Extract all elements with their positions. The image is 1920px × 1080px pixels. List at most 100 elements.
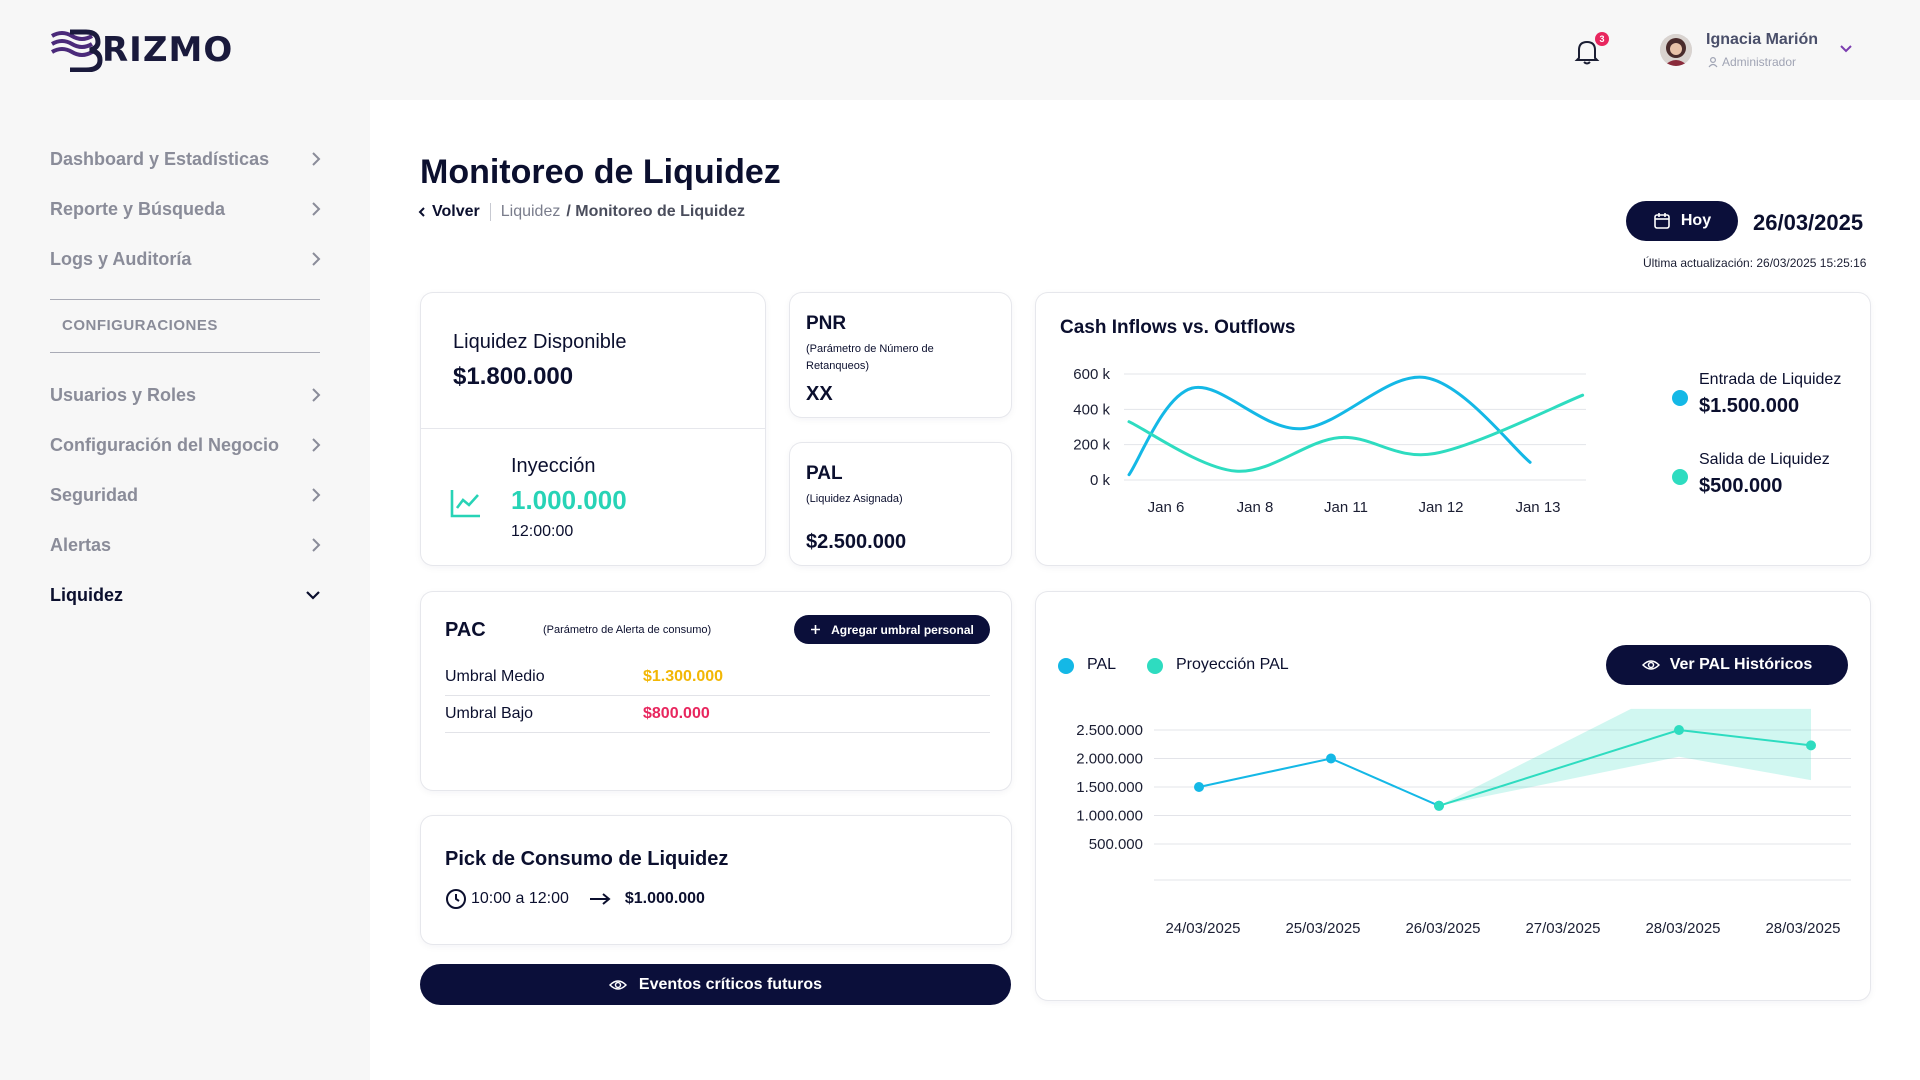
sidebar-item-label: Seguridad — [50, 484, 139, 505]
series-line — [1198, 757, 1440, 807]
y-tick-label: 400 k — [1073, 401, 1110, 418]
data-point — [1326, 753, 1336, 764]
x-tick-label: 28/03/2025 — [1645, 920, 1720, 937]
pnr-card: PNR (Parámetro de Número de Retanqueos) … — [790, 293, 1011, 417]
series-line — [1127, 393, 1585, 473]
sidebar-item-label: Logs y Auditoría — [50, 248, 192, 269]
pal-history-label: Ver PAL Históricos — [1669, 656, 1813, 673]
y-tick-label: 1.000.000 — [1076, 808, 1143, 825]
pick-title: Pick de Consumo de Liquidez — [445, 848, 729, 870]
injection-time: 12:00:00 — [511, 523, 574, 540]
x-tick-label: 28/03/2025 — [1765, 920, 1840, 937]
sidebar-item-label: Liquidez — [50, 584, 123, 605]
breadcrumb-current: / Monitoreo de Liquidez — [566, 203, 745, 220]
plus-icon — [811, 625, 821, 634]
sidebar-item-liquidez[interactable]: Liquidez — [50, 580, 322, 610]
back-link[interactable]: Volver — [418, 203, 480, 221]
sidebar-item-reporte[interactable]: Reporte y Búsqueda — [50, 194, 322, 224]
liquidez-value: $1.800.000 — [453, 363, 574, 390]
today-button[interactable]: Hoy — [1626, 201, 1738, 241]
pac-title: PAC — [445, 619, 486, 641]
eye-icon — [608, 979, 627, 990]
x-tick-label: Jan 13 — [1515, 499, 1560, 516]
x-tick-label: Jan 12 — [1418, 499, 1463, 516]
sidebar-item-label: Configuración del Negocio — [50, 434, 280, 455]
pal-title: PAL — [806, 463, 843, 484]
sidebar-item-dashboard[interactable]: Dashboard y Estadísticas — [50, 144, 322, 174]
chevron-right-icon — [312, 438, 321, 452]
breadcrumb-parent[interactable]: Liquidez — [500, 203, 561, 220]
current-date: 26/03/2025 — [1753, 210, 1864, 235]
user-name: Ignacia Marión — [1706, 31, 1819, 48]
critical-events-button[interactable]: Eventos críticos futuros — [420, 964, 1011, 1005]
brand-logo[interactable]: RIZMO — [50, 28, 233, 72]
data-point — [1674, 725, 1684, 735]
logo-text: RIZMO — [102, 30, 234, 70]
x-tick-label: 26/03/2025 — [1405, 920, 1480, 937]
sidebar-section-title: CONFIGURACIONES — [62, 317, 218, 334]
pal-history-button[interactable]: Ver PAL Históricos — [1606, 645, 1848, 685]
logo-mark-icon — [50, 29, 103, 72]
cash-flow-chart: 0 k 200 k 400 k 600 k Jan 6 Jan 8 Jan 11 Jan 12… — [1073, 366, 1586, 516]
chevron-right-icon — [312, 202, 321, 216]
add-threshold-button[interactable]: Agregar umbral personal — [794, 615, 990, 644]
chevron-down-icon — [306, 591, 320, 600]
user-icon — [1708, 56, 1718, 67]
legend-name-proyeccion: Proyección PAL — [1176, 656, 1289, 673]
avatar[interactable] — [1660, 34, 1692, 66]
pick-row: 10:00 a 12:00 $1.000.000 — [445, 888, 705, 910]
pick-value: $1.000.000 — [624, 890, 705, 907]
x-tick-label: Jan 8 — [1237, 499, 1274, 516]
sidebar-item-label: Alertas — [50, 534, 112, 555]
sidebar-item-usuarios[interactable]: Usuarios y Roles — [50, 380, 322, 410]
liquidez-label: Liquidez Disponible — [453, 331, 627, 353]
divider — [50, 352, 320, 353]
injection-label: Inyección — [511, 455, 596, 477]
legend-value-salida: $500.000 — [1699, 475, 1783, 497]
legend-name-salida: Salida de Liquidez — [1699, 451, 1830, 468]
page-title: Monitoreo de Liquidez — [420, 153, 781, 191]
y-tick-label: 500.000 — [1089, 836, 1143, 853]
back-label: Volver — [432, 203, 480, 220]
eye-icon — [1641, 660, 1660, 670]
data-point — [1806, 740, 1816, 751]
sidebar-item-label: Dashboard y Estadísticas — [50, 148, 270, 169]
legend-dot-salida — [1672, 469, 1688, 485]
threshold-row: Umbral Medio $1.300.000 — [445, 659, 990, 696]
cash-chart-card: Cash Inflows vs. Outflows 0 k 200 k 400 k 6… — [1036, 293, 1870, 565]
threshold-label: Umbral Medio — [445, 668, 545, 685]
pnr-value: XX — [806, 383, 833, 405]
sidebar-item-seguridad[interactable]: Seguridad — [50, 480, 322, 510]
pac-card: PAC (Parámetro de Alerta de consumo) Agr… — [421, 592, 1011, 790]
pick-time-range: 10:00 a 12:00 — [471, 890, 569, 907]
divider — [50, 299, 320, 300]
pnr-title: PNR — [806, 313, 847, 334]
chevron-down-icon[interactable] — [1838, 42, 1854, 54]
bell-icon[interactable] — [1574, 38, 1600, 66]
pnr-subtitle: (Parámetro de Número de Retanqueos) — [806, 343, 934, 372]
legend-dot-entrada — [1672, 390, 1688, 406]
user-role-label: Administrador — [1722, 55, 1797, 69]
data-point — [1434, 800, 1444, 811]
legend-dot-pal — [1058, 658, 1074, 674]
series-line — [1127, 375, 1532, 477]
x-tick-label: 27/03/2025 — [1525, 920, 1600, 937]
pac-subtitle: (Parámetro de Alerta de consumo) — [543, 624, 712, 636]
x-tick-label: 24/03/2025 — [1165, 920, 1240, 937]
sidebar-item-alertas[interactable]: Alertas — [50, 530, 322, 560]
last-update: Última actualización: 26/03/2025 15:25:1… — [1643, 256, 1867, 270]
sidebar-item-logs[interactable]: Logs y Auditoría — [50, 244, 322, 274]
sidebar-item-configuracion[interactable]: Configuración del Negocio — [50, 430, 322, 460]
legend-value-entrada: $1.500.000 — [1699, 395, 1800, 417]
threshold-value: $1.300.000 — [643, 668, 724, 685]
today-label: Hoy — [1680, 212, 1712, 229]
y-tick-label: 2.000.000 — [1076, 751, 1143, 768]
projection-band — [1439, 708, 1811, 806]
divider — [421, 428, 765, 429]
pal-subtitle: (Liquidez Asignada) — [806, 493, 903, 505]
threshold-label: Umbral Bajo — [445, 705, 534, 722]
top-bar: RIZMO 3 Ignacia Marión Administrador — [0, 0, 1920, 100]
y-tick-label: 200 k — [1073, 437, 1110, 454]
y-tick-label: 0 k — [1090, 472, 1111, 489]
critical-events-label: Eventos críticos futuros — [638, 975, 823, 993]
